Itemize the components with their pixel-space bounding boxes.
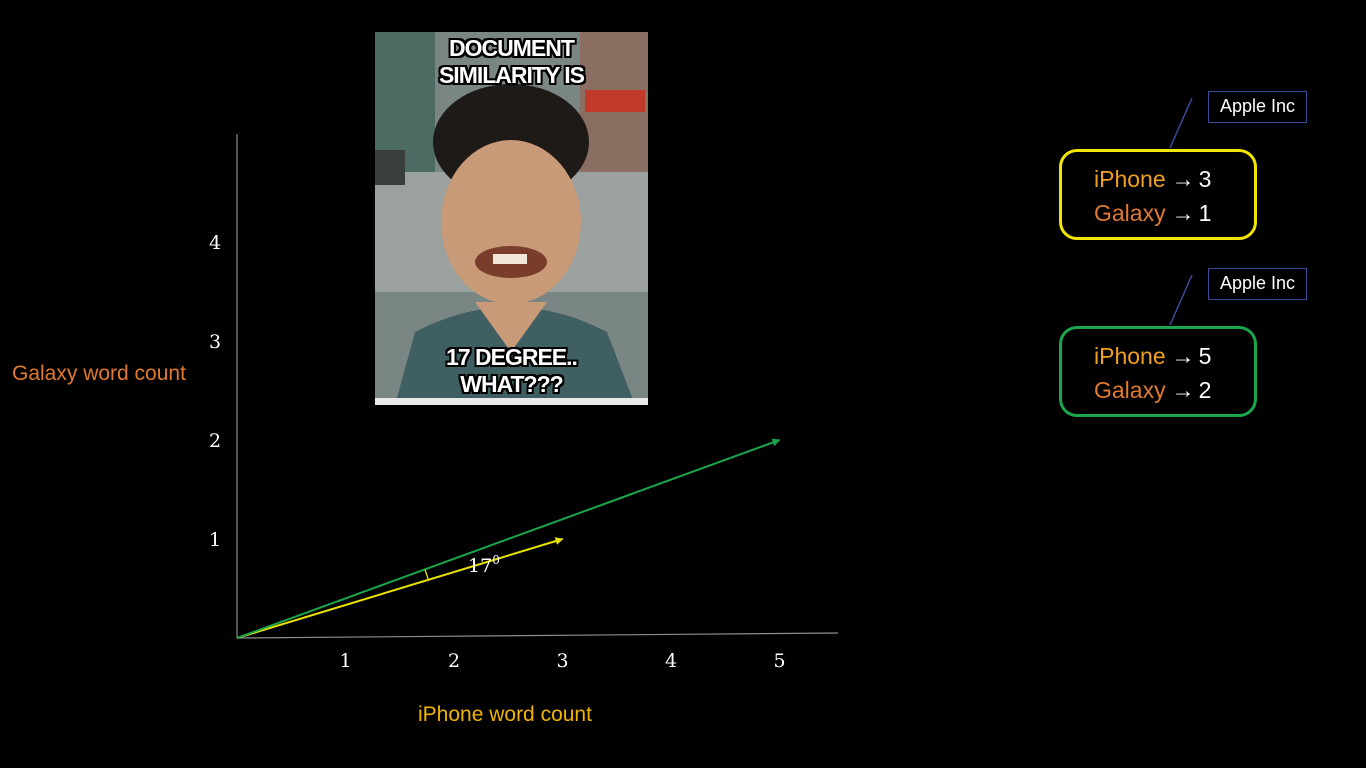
y-tick-label: 3 xyxy=(209,331,221,353)
y-tick-label: 4 xyxy=(209,232,221,254)
doc1-tag: Apple Inc xyxy=(1208,91,1308,123)
arrow-right-icon: → xyxy=(1171,166,1195,192)
x-axis-label: iPhone word count xyxy=(418,703,592,726)
meme-top-text: DOCUMENT SIMILARITY IS xyxy=(438,35,585,88)
doc2-term-row: iPhone → 5 xyxy=(1094,343,1211,370)
x-tick-label: 3 xyxy=(556,650,568,672)
meme-image: DOCUMENT SIMILARITY IS 17 DEGREE.. WHAT?… xyxy=(375,32,648,405)
y-tick-label: 2 xyxy=(209,430,221,452)
x-tick-label: 5 xyxy=(773,650,785,672)
meme-photo xyxy=(375,32,648,405)
y-axis-label: Galaxy word count xyxy=(12,362,186,385)
vector-doc-2 xyxy=(236,438,781,639)
meme-bottom-text: 17 DEGREE.. WHAT??? xyxy=(446,344,578,397)
doc1-term-iphone: iPhone xyxy=(1094,166,1166,192)
doc1-count-iphone: 3 xyxy=(1198,166,1212,192)
doc2-term-row: Galaxy → 2 xyxy=(1094,377,1211,404)
doc2-box: iPhone → 5 Galaxy → 2 xyxy=(1059,326,1257,417)
angle-arc xyxy=(424,569,429,580)
angle-superscript: 0 xyxy=(492,553,500,567)
doc1-connector xyxy=(1169,97,1193,149)
doc2-count-galaxy: 2 xyxy=(1198,377,1212,403)
arrow-right-icon: → xyxy=(1171,343,1195,369)
vector-doc-1 xyxy=(236,537,564,639)
arrow-right-icon: → xyxy=(1171,377,1195,403)
doc2-term-galaxy: Galaxy xyxy=(1094,377,1166,403)
x-axis xyxy=(236,632,839,639)
arrow-right-icon: → xyxy=(1171,200,1195,226)
doc2-count-iphone: 5 xyxy=(1198,343,1212,369)
x-tick-label: 2 xyxy=(448,650,460,672)
doc2-term-iphone: iPhone xyxy=(1094,343,1166,369)
doc2-tag: Apple Inc xyxy=(1208,268,1308,300)
x-tick-label: 4 xyxy=(665,650,677,672)
doc1-term-row: iPhone → 3 xyxy=(1094,166,1211,193)
meme-footer-bar xyxy=(375,398,648,405)
doc1-count-galaxy: 1 xyxy=(1198,200,1212,226)
doc2-connector xyxy=(1169,274,1193,326)
x-tick-label: 1 xyxy=(339,650,351,672)
doc1-box: iPhone → 3 Galaxy → 1 xyxy=(1059,149,1257,240)
doc1-term-galaxy: Galaxy xyxy=(1094,200,1166,226)
y-tick-label: 1 xyxy=(209,529,221,551)
doc1-term-row: Galaxy → 1 xyxy=(1094,200,1211,227)
angle-value: 17 xyxy=(468,555,492,577)
angle-label: 170 xyxy=(468,553,500,577)
